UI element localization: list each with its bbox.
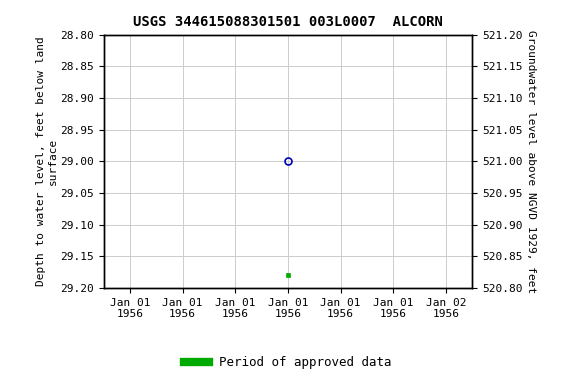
Y-axis label: Groundwater level above NGVD 1929, feet: Groundwater level above NGVD 1929, feet [526,30,536,293]
Legend: Period of approved data: Period of approved data [179,351,397,374]
Y-axis label: Depth to water level, feet below land
surface: Depth to water level, feet below land su… [36,36,58,286]
Title: USGS 344615088301501 003L0007  ALCORN: USGS 344615088301501 003L0007 ALCORN [133,15,443,29]
